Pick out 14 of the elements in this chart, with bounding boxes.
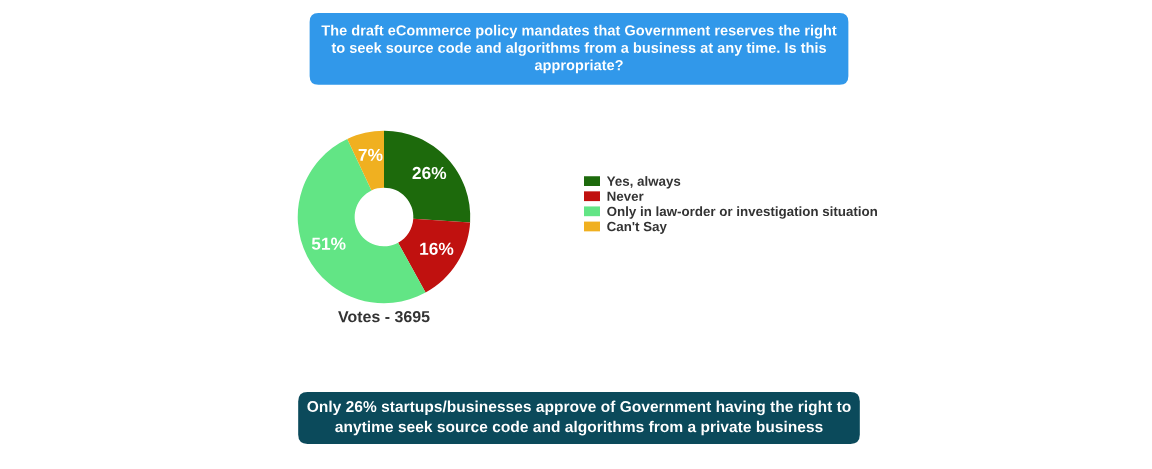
donut-slice — [398, 218, 471, 293]
data-label: 26% — [412, 166, 447, 180]
legend-label: Can't Say — [607, 221, 667, 234]
legend-label: Only in law-order or investigation situation — [607, 206, 877, 219]
data-label: 16% — [420, 242, 454, 255]
text: Votes - 3695 — [338, 310, 430, 323]
donut-slice — [384, 130, 471, 223]
legend-label: Yes, always — [606, 176, 681, 189]
chart-title: The draft eCommerce policy mandates that Government reserves the right to seek source code and algorithms from a business at any time. Is this appropriate? — [321, 24, 837, 74]
text: Only 26% startups/businesses approve of Government having the right to anytime seek source code and algorithms from a private business — [307, 400, 851, 436]
donut-slice — [347, 130, 384, 191]
legend-label: Never — [607, 191, 644, 201]
data-label: 51% — [311, 237, 346, 250]
data-label: 7% — [358, 148, 383, 161]
